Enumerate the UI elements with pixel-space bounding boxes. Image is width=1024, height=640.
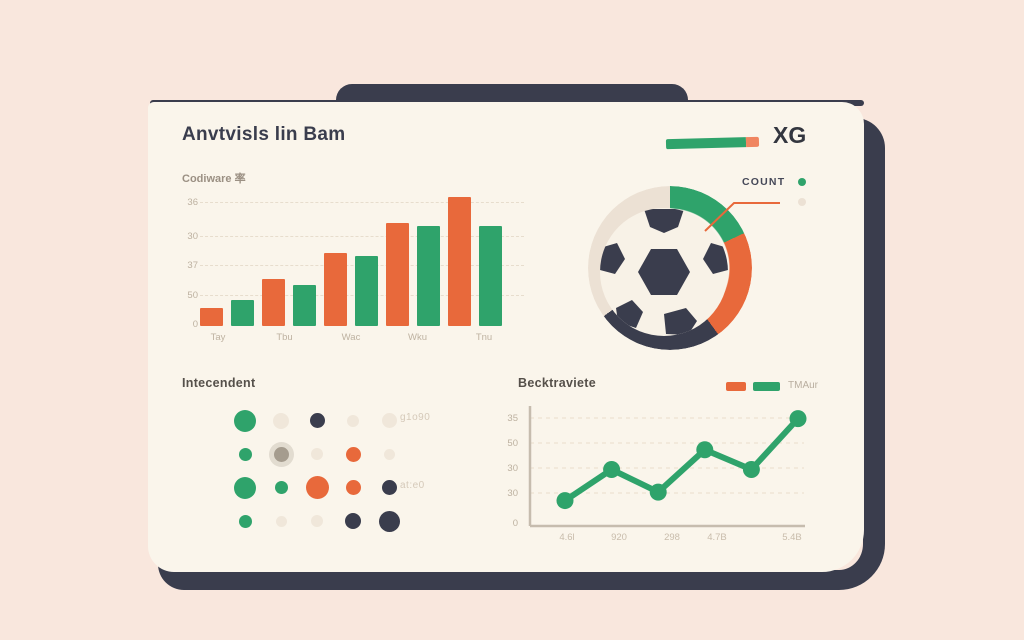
bar-ytick-1: 30 [187, 231, 198, 242]
line-ytick-0: 35 [507, 413, 518, 424]
bar-ytick-4: 0 [192, 319, 198, 330]
donut-legend-dot-green [798, 178, 806, 186]
bar-chart-subtitle: Codiware 率 [182, 173, 246, 185]
line-ytick-2: 30 [507, 463, 518, 474]
bar-9 [479, 226, 502, 326]
xg-progress-tip [745, 136, 760, 148]
xg-progress-bar [665, 136, 760, 150]
bar-gridline-0 [200, 202, 524, 203]
matrix-dot-3-1 [275, 515, 287, 527]
matrix-dot-2-4 [381, 480, 397, 496]
bar-gridline-1 [200, 236, 524, 237]
matrix-dot-3-4 [378, 510, 400, 532]
matrix-dot-1-2 [311, 448, 323, 461]
card-offset-border [158, 118, 885, 590]
bar-xtick-0: Tay [210, 332, 226, 343]
xg-label: XG [773, 122, 807, 148]
bar-7 [417, 226, 440, 326]
donut-legend-dot-faint [798, 198, 806, 206]
donut-legend-label: COUNT [742, 176, 786, 188]
bar-xtick-3: Wku [408, 332, 427, 343]
legend-swatch-green [753, 382, 780, 391]
matrix-dot-2-2 [305, 476, 329, 500]
legend-label: TMAur [788, 379, 818, 391]
line-ytick-3: 30 [507, 488, 518, 499]
bar-1 [231, 300, 254, 326]
matrix-dot-2-0 [234, 476, 256, 499]
bar-5 [355, 256, 378, 326]
line-ytick-1: 50 [507, 438, 518, 449]
line-chart [528, 406, 807, 528]
xg-progress-fill [665, 137, 747, 150]
line-xtick-0: 4.6l [559, 532, 575, 543]
matrix-dot-3-0 [238, 514, 252, 528]
dashboard-card-frame: Anvtvisls lin Bam XG Codiware 率 36 30 37 50… [148, 84, 888, 594]
bar-xtick-4: Tnu [475, 332, 493, 343]
matrix-dot-0-4 [381, 413, 397, 429]
bar-2 [262, 279, 285, 326]
line-chart-legend: TMAur [726, 379, 818, 391]
matrix-dot-3-3 [345, 513, 361, 530]
soccer-ball-icon [600, 208, 728, 336]
matrix-dot-1-1 [273, 446, 289, 462]
matrix-dot-1-3 [345, 446, 361, 462]
bar-chart-bars [200, 194, 502, 326]
bar-8 [448, 197, 471, 326]
dot-matrix-grid [227, 404, 407, 538]
bar-4 [324, 253, 347, 326]
dot-matrix-title: Intecendent [182, 376, 256, 390]
matrix-dot-0-1 [273, 412, 289, 429]
bar-ytick-2: 37 [187, 260, 198, 271]
bar-chart: 36 30 37 50 0 Tay Tbu Wac Wku Tnu [184, 194, 524, 343]
bar-6 [386, 223, 409, 326]
matrix-dot-2-1 [274, 481, 288, 495]
page-title: Anvtvisls lin Bam [182, 124, 346, 145]
matrix-dot-1-4 [383, 448, 395, 460]
dashboard-card: Anvtvisls lin Bam XG Codiware 率 36 30 37 50… [148, 102, 864, 572]
matrix-dot-1-0 [238, 447, 252, 461]
bar-ytick-3: 50 [187, 290, 198, 301]
bar-ytick-0: 36 [187, 197, 198, 208]
dot-matrix-side-label-2: at:e0 [400, 480, 425, 491]
dot-matrix-side-label-1: g1o90 [400, 412, 431, 423]
line-ytick-4: 0 [512, 518, 518, 529]
matrix-dot-2-3 [345, 480, 361, 496]
line-xtick-1: 920 [611, 532, 627, 543]
line-chart-title: Becktraviete [518, 376, 596, 390]
donut-callout-line [704, 202, 780, 232]
bar-xtick-2: Wac [341, 332, 361, 343]
line-xtick-4: 5.4B [782, 532, 802, 543]
bar-3 [293, 285, 316, 326]
bar-0 [200, 308, 223, 326]
matrix-dot-3-2 [311, 515, 323, 528]
matrix-dot-0-0 [234, 409, 256, 432]
legend-swatch-orange [726, 382, 746, 391]
matrix-dot-0-3 [347, 414, 359, 427]
matrix-dot-0-2 [309, 413, 325, 429]
line-xtick-3: 4.7B [707, 532, 727, 543]
bar-chart-x-axis: Tay Tbu Wac Wku Tnu [200, 332, 502, 343]
bar-xtick-1: Tbu [276, 332, 293, 343]
line-xtick-2: 298 [664, 532, 680, 543]
